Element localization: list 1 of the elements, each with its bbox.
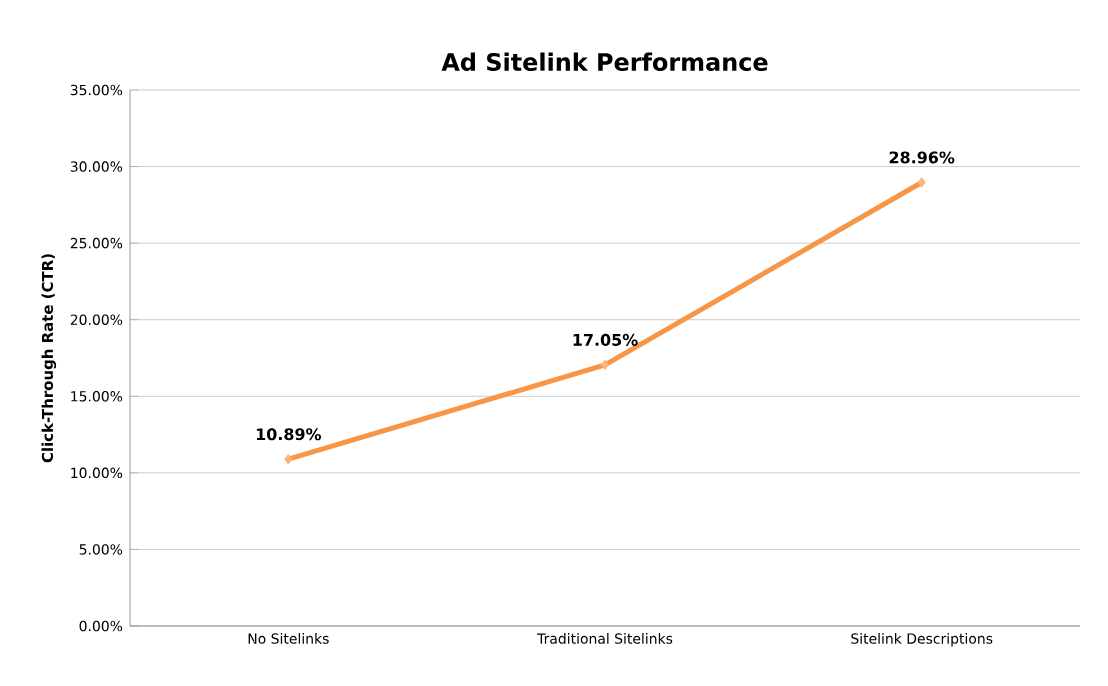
- chart-title: Ad Sitelink Performance: [441, 52, 768, 71]
